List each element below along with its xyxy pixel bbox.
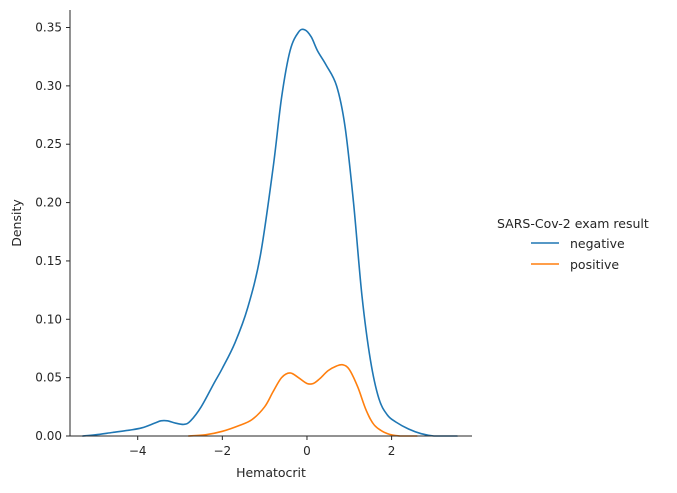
y-ticks: 0.00 0.05 0.10 0.15 0.20 0.25 0.30 0.35 bbox=[35, 21, 70, 443]
y-tick-label: 0.15 bbox=[35, 254, 62, 268]
axes: −4 −2 0 2 0.00 0.05 0.10 0.15 0.20 0.25 0.30 0.35 bbox=[35, 10, 472, 458]
y-tick-label: 0.10 bbox=[35, 312, 62, 326]
series-line-positive bbox=[187, 363, 418, 437]
y-tick-label: 0.30 bbox=[35, 79, 62, 93]
y-axis-title: Density bbox=[9, 199, 24, 247]
x-ticks: −4 −2 0 2 bbox=[129, 436, 396, 458]
legend-entries: negative positive bbox=[531, 236, 625, 272]
y-tick-label: 0.25 bbox=[35, 137, 62, 151]
x-tick-label: −2 bbox=[213, 444, 231, 458]
plot-lines bbox=[81, 28, 458, 437]
y-tick-label: 0.00 bbox=[35, 429, 62, 443]
y-tick-label: 0.35 bbox=[35, 21, 62, 35]
x-tick-label: −4 bbox=[129, 444, 147, 458]
y-tick-label: 0.20 bbox=[35, 196, 62, 210]
x-tick-label: 0 bbox=[303, 444, 311, 458]
legend: SARS-Cov-2 exam result negative positive bbox=[497, 216, 649, 272]
x-tick-label: 2 bbox=[388, 444, 396, 458]
y-tick-label: 0.05 bbox=[35, 371, 62, 385]
x-axis-title: Hematocrit bbox=[236, 465, 306, 480]
legend-title: SARS-Cov-2 exam result bbox=[497, 216, 649, 231]
legend-label-positive: positive bbox=[570, 257, 619, 272]
legend-label-negative: negative bbox=[570, 236, 625, 251]
series-line-negative bbox=[81, 28, 458, 437]
